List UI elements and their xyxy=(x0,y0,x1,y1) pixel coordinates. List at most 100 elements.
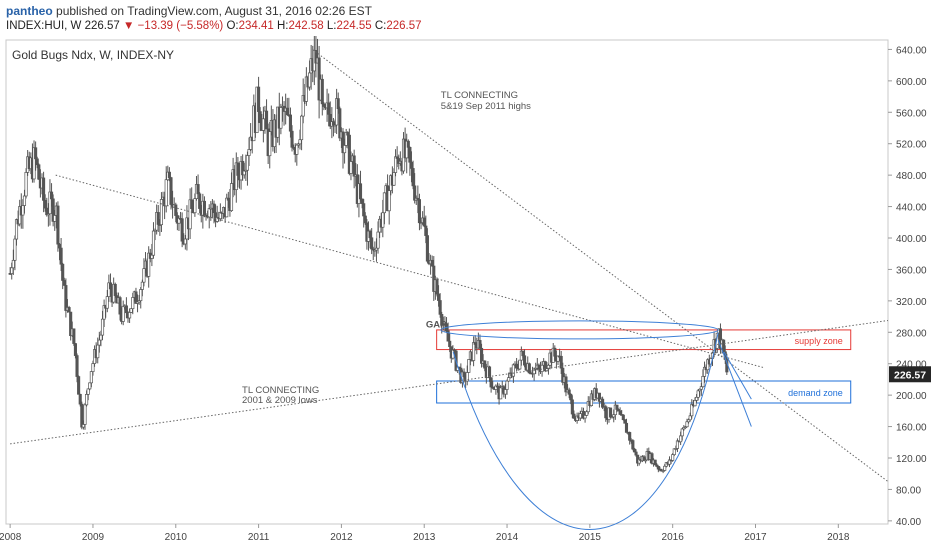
candle-body xyxy=(24,172,28,197)
candle-body xyxy=(128,312,132,319)
candle-body xyxy=(140,281,144,290)
chart-annotation: TL CONNECTING xyxy=(242,385,319,396)
candle-body xyxy=(290,130,294,148)
candle-body xyxy=(448,340,452,347)
candle-body xyxy=(358,183,363,200)
y-tick-label: 160.00 xyxy=(896,423,927,434)
candle-body xyxy=(285,107,289,116)
candle-body xyxy=(634,451,638,456)
y-tick-label: 600.00 xyxy=(896,77,927,88)
candle-body xyxy=(478,340,482,349)
candle-body xyxy=(75,355,79,377)
candle-body xyxy=(406,140,410,148)
candle-body xyxy=(56,205,60,245)
gap-oval[interactable] xyxy=(440,320,719,340)
candle-body xyxy=(438,300,442,315)
candle-body xyxy=(487,366,492,379)
candle-body xyxy=(701,375,705,388)
candle-body xyxy=(198,193,202,209)
author-link[interactable]: pantheo xyxy=(6,4,53,18)
candle-body xyxy=(523,355,527,366)
x-tick-label: 2016 xyxy=(662,532,685,543)
projection-line[interactable] xyxy=(723,351,752,400)
candle-body xyxy=(89,371,93,384)
candle-body xyxy=(279,107,283,129)
candle-body xyxy=(180,218,184,242)
candle-body xyxy=(472,342,476,361)
candle-body xyxy=(376,231,380,249)
zone-box[interactable] xyxy=(436,329,852,351)
candle-body xyxy=(368,230,372,239)
candle-body xyxy=(86,388,90,395)
candle-body xyxy=(663,465,667,471)
close-label: C: xyxy=(374,20,387,32)
candle-body xyxy=(62,280,66,286)
candle-body xyxy=(672,448,676,455)
candle-body xyxy=(295,144,299,155)
x-tick-label: 2008 xyxy=(0,532,22,543)
candle-body xyxy=(183,238,187,245)
y-axis[interactable]: 640.00 600.00 560.00 520.00 480.00 440.00 400.… xyxy=(888,45,931,528)
x-tick-label: 2012 xyxy=(330,532,353,543)
candle-body xyxy=(261,118,265,131)
candle-body xyxy=(147,252,151,277)
symbol-label[interactable]: INDEX:HUI, W xyxy=(6,20,82,32)
candle-body xyxy=(511,364,515,377)
candle-body xyxy=(265,110,269,130)
candle-body xyxy=(99,334,103,341)
candle-body xyxy=(693,400,697,407)
candle-body xyxy=(382,192,386,214)
x-tick-label: 2011 xyxy=(248,532,270,543)
chart-annotation: GAP xyxy=(426,320,447,331)
projection-line[interactable] xyxy=(717,339,752,427)
candle-body xyxy=(108,282,113,290)
candle-body xyxy=(320,78,324,105)
candle-body xyxy=(193,198,197,214)
x-tick-label: 2015 xyxy=(579,532,602,543)
zone-box[interactable] xyxy=(436,380,852,404)
open-value: 234.41 xyxy=(238,20,274,32)
candle-body xyxy=(225,197,229,218)
candle-body xyxy=(679,435,683,443)
candle-body xyxy=(298,139,302,145)
candle-body xyxy=(540,364,544,372)
candle-body xyxy=(73,343,77,356)
candle-body xyxy=(521,350,525,357)
candle-body xyxy=(583,415,587,419)
candle-body xyxy=(156,212,160,225)
candle-body xyxy=(212,203,216,214)
candle-body xyxy=(671,454,675,461)
y-tick-label: 400.00 xyxy=(896,234,927,245)
chart-annotation: 5&19 Sep 2011 highs xyxy=(441,101,531,112)
candle-body xyxy=(236,162,240,176)
zone-label: supply zone xyxy=(795,336,843,346)
candle-body xyxy=(88,382,92,390)
plot-area xyxy=(5,39,889,525)
x-axis[interactable]: 2008 2009 2010 2011 2012 2013 2014 2015 2016 2017… xyxy=(0,524,850,543)
y-tick-label: 560.00 xyxy=(896,108,927,119)
trendline[interactable] xyxy=(10,320,889,445)
y-tick-label: 40.00 xyxy=(896,517,921,528)
candle-body xyxy=(13,238,17,261)
rounding-bottom-arc[interactable] xyxy=(452,332,719,530)
zones-layer: supply zone demand zone xyxy=(436,329,852,404)
quote-line: INDEX:HUI, W 226.57 ▼ −13.39 (−5.58%) O:… xyxy=(6,20,422,32)
candle-body xyxy=(142,268,146,283)
y-tick-label: 640.00 xyxy=(896,45,927,56)
candle-body xyxy=(188,199,192,230)
down-arrow-icon: ▼ xyxy=(122,20,135,32)
candle-body xyxy=(37,164,41,180)
trendline[interactable] xyxy=(312,49,889,482)
candle-body xyxy=(10,267,14,274)
curves-layer xyxy=(440,320,752,530)
candle-body xyxy=(85,394,89,406)
candle-body xyxy=(91,363,95,372)
candle-body xyxy=(690,404,694,417)
x-tick-label: 2017 xyxy=(744,532,767,543)
candle-body xyxy=(653,459,657,466)
candle-body xyxy=(604,406,608,419)
candle-body xyxy=(722,339,726,353)
candle-body xyxy=(34,147,38,160)
candle-body xyxy=(425,235,429,262)
